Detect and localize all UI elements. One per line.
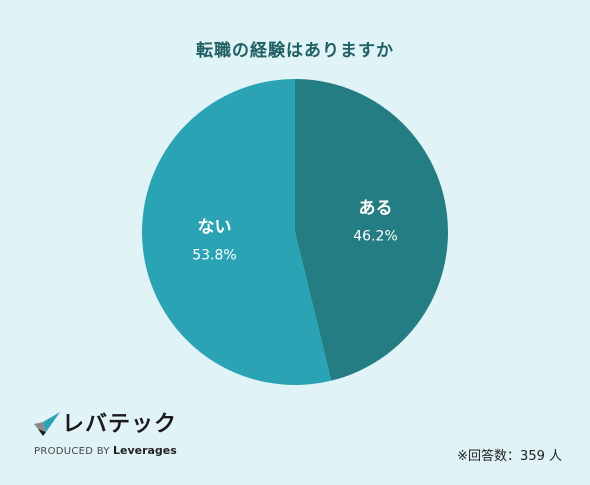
chart-title: 転職の経験はありますか <box>196 41 394 61</box>
levtech-check-icon <box>34 412 60 436</box>
logo-tagline: PRODUCED BY Leverages <box>34 444 177 457</box>
pie-slice-1 <box>295 79 449 381</box>
logo: レバテック PRODUCED BY Leverages <box>34 410 194 460</box>
slice-label-1: ある <box>359 198 393 218</box>
logo-text: レバテック <box>62 412 178 437</box>
respondent-count: ※回答数：359 人 <box>457 449 562 464</box>
logo-tagline-prefix: PRODUCED BY <box>34 446 110 457</box>
slice-value-1: 46.2% <box>353 228 397 244</box>
logo-tagline-brand: Leverages <box>112 444 177 457</box>
slice-value-2: 53.8% <box>192 248 236 264</box>
slice-label-2: ない <box>197 218 231 238</box>
pie-slice-2 <box>142 79 332 385</box>
